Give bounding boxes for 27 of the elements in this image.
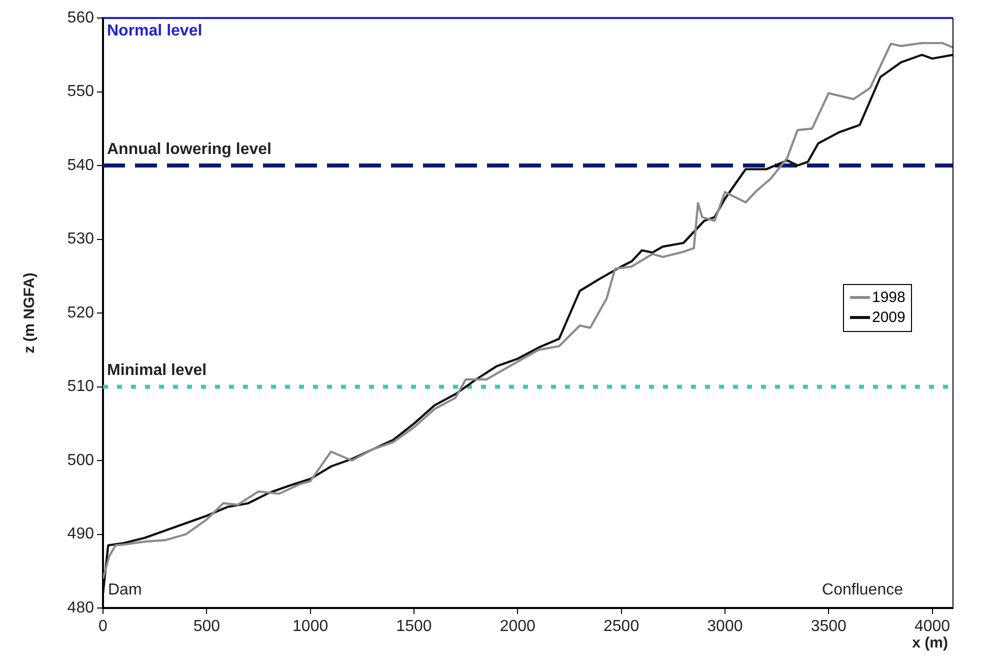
y-tick-label: 510 — [67, 378, 94, 396]
y-tick-label: 530 — [67, 230, 94, 248]
x-tick-label: 2500 — [603, 618, 640, 636]
y-tick-label: 550 — [67, 83, 94, 100]
x-tick-label: 1500 — [396, 618, 432, 636]
y-axis-title: z (m NGFA) — [21, 272, 38, 354]
ref-line-label: Normal level — [107, 22, 202, 40]
legend-label: 1998 — [872, 288, 906, 308]
x-tick-label: 3500 — [810, 618, 847, 636]
y-tick-label: 500 — [67, 452, 94, 469]
y-tick-label: 520 — [67, 304, 94, 322]
y-tick-label: 560 — [67, 9, 94, 26]
annotation: Confluence — [822, 581, 904, 598]
annotation: Dam — [108, 581, 142, 598]
y-tick-label: 540 — [67, 156, 94, 174]
y-tick-label: 480 — [67, 599, 94, 616]
x-tick-label: 4000 — [914, 618, 950, 636]
legend-label: 2009 — [872, 308, 906, 328]
ref-line-label: Annual lowering level — [107, 140, 272, 158]
x-axis-title: x (m) — [912, 634, 948, 652]
x-tick-label: 1000 — [292, 618, 328, 636]
x-tick-label: 0 — [98, 618, 108, 636]
x-tick-label: 3000 — [707, 618, 743, 636]
x-tick-label: 500 — [193, 618, 220, 636]
y-tick-label: 490 — [67, 526, 94, 543]
ref-line-label: Minimal level — [107, 362, 207, 380]
x-tick-label: 2000 — [500, 618, 536, 636]
